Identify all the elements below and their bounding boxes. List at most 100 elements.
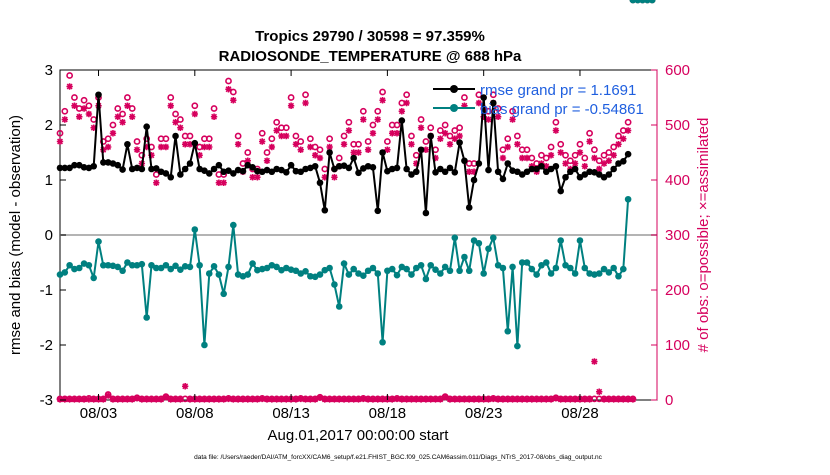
rmse-point xyxy=(422,209,430,217)
obs-low-assimilated-point xyxy=(124,396,131,403)
rmse-point xyxy=(61,164,69,172)
obs-low-assimilated-point xyxy=(629,396,637,403)
obs-assimilated-point xyxy=(485,116,492,123)
obs-possible-point xyxy=(109,121,117,129)
obs-possible-point xyxy=(61,107,69,115)
bias-point xyxy=(499,264,507,272)
bias-point xyxy=(437,270,444,277)
rmse-point xyxy=(282,169,290,176)
rmse-point xyxy=(292,167,300,175)
obs-low-assimilated-point xyxy=(422,396,430,403)
obs-low-assimilated-point xyxy=(239,396,247,403)
obs-possible-point xyxy=(456,124,464,132)
y-tick-label: -2 xyxy=(40,337,53,354)
y-tick-label: 0 xyxy=(45,227,53,244)
obs-possible-point xyxy=(263,149,271,156)
rmse-point xyxy=(470,176,478,184)
obs-assimilated-point xyxy=(518,154,526,162)
obs-possible-point xyxy=(600,151,608,159)
y-tick-label: 2 xyxy=(45,117,53,134)
obs-assimilated-point xyxy=(206,143,213,151)
obs-low-assimilated-point xyxy=(326,396,333,403)
x-tick-label: 08/13 xyxy=(272,405,310,422)
obs-low-assimilated-point xyxy=(523,396,531,403)
rmse-point xyxy=(186,160,194,167)
obs-assimilated-point xyxy=(610,152,617,159)
obs-possible-point xyxy=(615,132,622,140)
obs-assimilated-point xyxy=(384,146,391,153)
obs-low-assimilated-point xyxy=(451,396,458,403)
rmse-point xyxy=(504,160,512,167)
obs-possible-point xyxy=(99,138,107,145)
obs-possible-point xyxy=(513,132,521,140)
bias-point xyxy=(369,264,377,272)
obs-low-assimilated-point xyxy=(292,396,300,403)
bias-point xyxy=(581,264,589,272)
obs-assimilated-point xyxy=(71,102,78,109)
rmse-point xyxy=(95,91,102,99)
rmse-point xyxy=(610,165,617,173)
obs-possible-point xyxy=(393,121,401,129)
obs-assimilated-point xyxy=(129,113,136,120)
rmse-point xyxy=(485,166,492,174)
bias-point xyxy=(249,260,256,267)
obs-possible-point xyxy=(523,146,531,154)
rmse-point xyxy=(335,162,343,170)
obs-low-assimilated-point xyxy=(533,396,540,403)
obs-low-assimilated-point xyxy=(157,396,165,403)
bias-point xyxy=(350,265,357,273)
legend-rmse-label: rmse grand pr = 1.1691 xyxy=(480,82,636,99)
obs-possible-point xyxy=(152,171,160,178)
legend-bias-label: bias grand pr = -0.54861 xyxy=(480,101,644,118)
bias-point xyxy=(465,267,473,275)
obs-assimilated-point xyxy=(153,179,160,186)
obs-low-assimilated-point xyxy=(374,396,381,403)
bias-point xyxy=(85,261,93,269)
y-tick-label: -1 xyxy=(40,282,53,299)
obs-assimilated-point xyxy=(494,113,502,120)
obs-assimilated-point xyxy=(162,143,170,151)
obs-possible-point xyxy=(172,110,179,118)
obs-possible-point xyxy=(552,118,560,126)
rmse-point xyxy=(600,173,608,181)
rmse-point xyxy=(576,173,584,181)
obs-possible-point xyxy=(475,91,483,99)
bias-point xyxy=(326,264,333,272)
rmse-point xyxy=(533,165,540,173)
obs-low-assimilated-point xyxy=(172,396,179,403)
obs-low-assimilated-point xyxy=(268,396,276,403)
bias-point xyxy=(403,265,410,273)
y2-tick-label: 100 xyxy=(665,337,690,354)
obs-low-assimilated-point xyxy=(259,395,266,403)
rmse-point xyxy=(374,207,382,215)
obs-possible-point xyxy=(191,102,199,110)
obs-assimilated-point xyxy=(600,160,608,167)
rmse-point xyxy=(177,171,184,178)
obs-assimilated-point xyxy=(360,116,367,123)
x-tick-label: 08/08 xyxy=(176,405,214,422)
bias-point xyxy=(177,266,184,273)
rmse-point xyxy=(191,139,199,147)
obs-assimilated-point xyxy=(234,141,242,148)
bias-point xyxy=(210,263,218,270)
bias-point xyxy=(547,270,555,277)
x-axis-label: Aug.01,2017 00:00:00 start xyxy=(268,427,450,444)
obs-possible-point xyxy=(210,105,218,112)
rmse-point xyxy=(239,167,247,175)
obs-low-assimilated-point xyxy=(543,396,550,403)
obs-assimilated-point xyxy=(302,99,309,107)
y2-tick-label: 600 xyxy=(665,62,690,79)
obs-low-assimilated-point xyxy=(571,396,579,403)
obs-low-assimilated-point xyxy=(244,396,251,403)
rmse-point xyxy=(562,173,569,181)
y2-tick-label: 200 xyxy=(665,282,690,299)
obs-assimilated-point xyxy=(437,135,444,142)
obs-assimilated-point xyxy=(605,157,613,164)
obs-low-assimilated-point xyxy=(528,396,536,403)
rmse-point xyxy=(494,168,502,176)
bias-point xyxy=(456,267,463,275)
obs-possible-point xyxy=(114,105,122,112)
obs-low-assimilated-point xyxy=(321,396,328,403)
obs-possible-point xyxy=(273,118,281,126)
